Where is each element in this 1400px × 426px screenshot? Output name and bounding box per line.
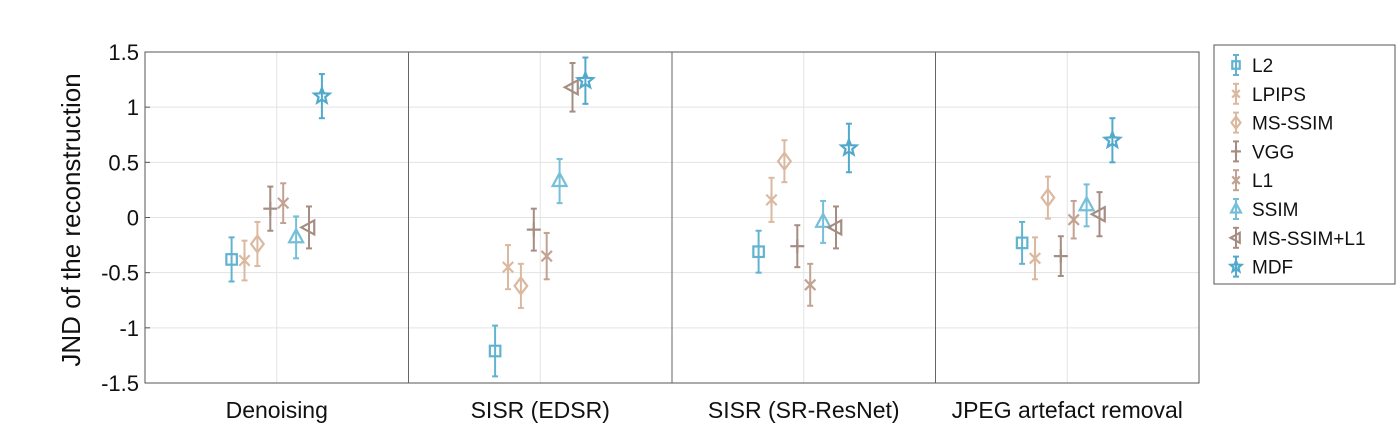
legend-label: SSIM [1252,200,1298,221]
data-point [574,56,596,105]
y-tick-label: -1 [119,316,139,341]
y-axis-label: JND of the reconstruction [56,73,86,366]
legend-entry: L2 [1231,54,1273,77]
legend-entry: VGG [1231,140,1294,163]
legend-label: MS-SSIM+L1 [1252,229,1366,250]
data-point [825,205,843,250]
data-point [1015,220,1029,265]
data-point [287,215,305,260]
data-point [1101,117,1123,164]
data-point [1040,175,1056,220]
legend-entry: SSIM [1229,198,1298,221]
y-tick-label: 1 [127,95,139,120]
data-point [513,262,529,309]
data-point [776,139,793,184]
data-point [501,244,515,291]
data-point [1089,191,1106,238]
data-point [1077,183,1096,228]
data-point [804,262,817,307]
legend-entry: MS-SSIM+L1 [1228,226,1366,250]
y-axis-ticks: 1.5 1 0.5 0 -0.5 -1 -1.5 [101,40,150,396]
data-point [298,205,316,250]
data-point [225,236,238,283]
y-tick-label: -0.5 [101,261,139,286]
y-tick-label: 1.5 [108,40,139,65]
data-point [526,207,541,252]
legend-box [1213,44,1396,285]
legend-label: MDF [1252,258,1293,279]
data-point [263,185,278,232]
data-point [765,176,778,223]
legend-entry: LPIPS [1231,82,1306,106]
data-point [238,239,251,282]
data-point [488,324,502,378]
legend: L2 LPIPS MS-SSIM VGG L1 SSIM MS-SSIM+L1 MDF [1213,44,1396,285]
data-point [1053,235,1068,277]
legend-entry: MDF [1227,255,1293,279]
data-point [540,231,553,281]
category-labels: Denoising SISR (EDSR) SISR (SR-ResNet) JPEG… [226,397,1183,423]
legend-label: LPIPS [1252,85,1306,106]
data-point [838,122,860,174]
category-label: SISR (EDSR) [471,397,610,423]
data-point [311,73,333,120]
y-tick-label: 0 [127,206,139,231]
legend-label: MS-SSIM [1252,114,1333,135]
legend-entry: L1 [1231,169,1273,192]
category-label: JPEG artefact removal [952,397,1183,423]
data-markers [225,56,1123,378]
data-point [550,158,569,205]
data-point [562,62,579,113]
data-point [790,224,805,269]
legend-label: VGG [1252,142,1294,163]
legend-entry: MS-SSIM [1230,111,1333,135]
y-tick-label: -1.5 [101,371,139,396]
category-label: SISR (SR-ResNet) [708,397,900,423]
data-point [752,229,765,274]
data-point [1028,236,1042,281]
data-point [1067,199,1080,240]
data-point [814,199,832,244]
y-tick-label: 0.5 [108,150,139,175]
data-point [277,182,290,225]
legend-label: L1 [1252,171,1273,192]
legend-label: L2 [1252,56,1273,77]
data-point [249,220,266,268]
category-label: Denoising [226,397,328,423]
